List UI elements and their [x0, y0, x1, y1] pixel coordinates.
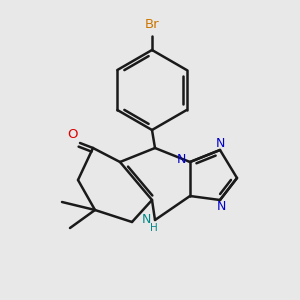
Text: N: N	[215, 137, 225, 150]
Text: N: N	[176, 153, 186, 166]
Text: H: H	[150, 224, 158, 233]
Text: Br: Br	[145, 18, 159, 32]
Text: N: N	[141, 213, 151, 226]
Text: N: N	[217, 200, 226, 213]
Text: O: O	[68, 128, 78, 142]
